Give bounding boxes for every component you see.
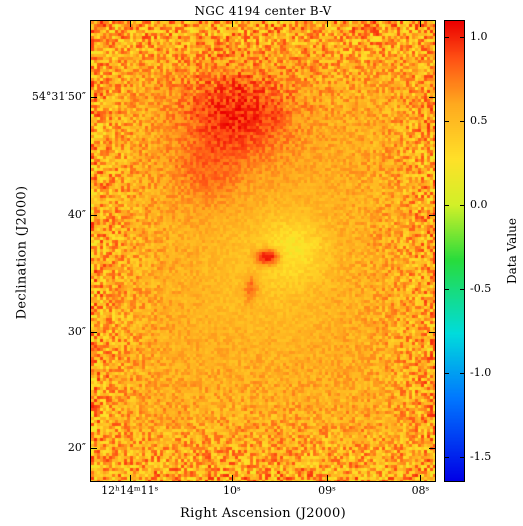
tick-mark: [444, 372, 449, 374]
y-tick-label: 54°31′50″: [31, 90, 86, 104]
x-tick-label: 12ʰ14ᵐ11ˢ: [101, 484, 159, 497]
image-title: NGC 4194 center B-V: [194, 4, 332, 18]
tick-mark: [129, 475, 131, 482]
tick-mark: [90, 214, 97, 216]
tick-mark: [429, 214, 436, 216]
y-tick-label: 20″: [67, 440, 86, 454]
tick-mark: [460, 36, 465, 38]
tick-mark: [429, 97, 436, 99]
tick-mark: [429, 447, 436, 449]
tick-mark: [420, 20, 422, 27]
y-tick-label: 40″: [67, 207, 86, 221]
colorbar-title: Data Value: [505, 218, 519, 284]
tick-mark: [90, 332, 97, 334]
tick-mark: [420, 475, 422, 482]
tick-mark: [231, 475, 233, 482]
tick-mark: [231, 20, 233, 27]
tick-mark: [460, 456, 465, 458]
tick-mark: [460, 372, 465, 374]
tick-mark: [460, 120, 465, 122]
x-axis-title: Right Ascension (J2000): [180, 506, 346, 521]
colorbar: [444, 20, 465, 482]
x-tick-label: 09ˢ: [318, 484, 336, 497]
tick-mark: [444, 456, 449, 458]
colorbar-tick-label: 0.0: [470, 197, 488, 211]
colorbar-tick-label: -1.5: [470, 449, 492, 463]
tick-mark: [327, 20, 328, 27]
tick-mark: [429, 332, 436, 334]
tick-mark: [444, 120, 449, 122]
colorbar-tick-label: 1.0: [470, 29, 488, 43]
tick-mark: [90, 447, 97, 449]
colorbar-tick-label: 0.5: [470, 113, 488, 127]
tick-mark: [460, 288, 465, 290]
x-tick-label: 10ˢ: [223, 484, 241, 497]
tick-mark: [90, 97, 97, 99]
x-tick-label: 08ˢ: [411, 484, 430, 497]
tick-mark: [444, 288, 449, 290]
y-axis-title: Declination (J2000): [14, 185, 30, 320]
tick-mark: [129, 20, 131, 27]
y-tick-label: 30″: [67, 325, 86, 339]
tick-mark: [444, 36, 449, 38]
tick-mark: [444, 204, 449, 206]
colorbar-tick-label: -0.5: [470, 281, 492, 295]
tick-mark: [327, 475, 328, 482]
colorbar-tick-label: -1.0: [470, 365, 492, 379]
tick-mark: [460, 204, 465, 206]
color-map-image: [90, 20, 436, 482]
